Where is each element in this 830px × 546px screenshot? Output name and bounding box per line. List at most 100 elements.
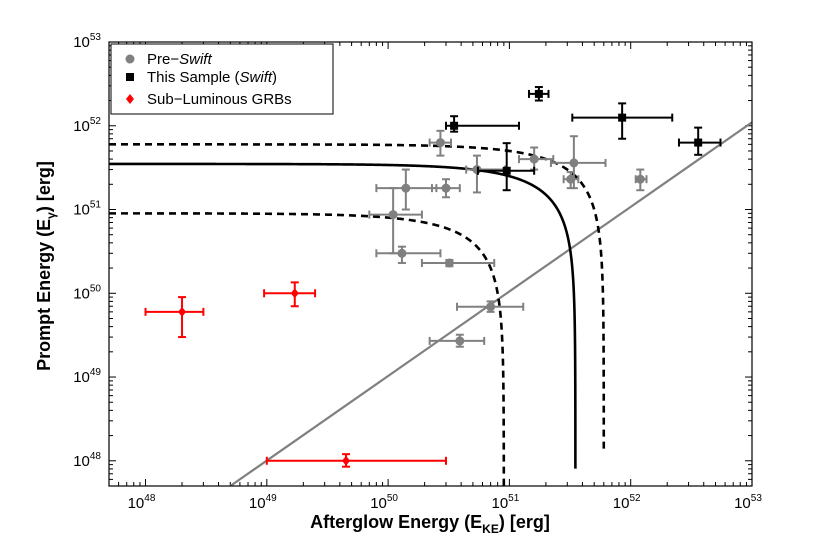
marker-diamond bbox=[178, 306, 187, 317]
legend-pre-swift-emph: Swift bbox=[179, 51, 212, 68]
marker-circle bbox=[569, 158, 579, 168]
this-sample-point bbox=[677, 126, 722, 156]
marker-circle bbox=[486, 302, 496, 312]
marker-square bbox=[502, 166, 511, 175]
total-energy-curve-dashed bbox=[109, 212, 506, 486]
legend-label-sub-luminous: Sub−Luminous GRBs bbox=[147, 91, 292, 108]
legend-this-sample-suffix: ) bbox=[272, 69, 277, 86]
x-tick-label: 1049 bbox=[249, 493, 277, 512]
x-tick-label-base: 10 bbox=[128, 495, 145, 512]
sub-luminous-point bbox=[263, 281, 317, 308]
y-tick-label-base: 10 bbox=[73, 118, 90, 135]
y-tick-label: 1048 bbox=[73, 451, 101, 470]
marker-diamond bbox=[342, 455, 351, 466]
x-tick-label-base: 10 bbox=[491, 495, 508, 512]
x-axis-title-sub: KE bbox=[482, 522, 499, 536]
legend-marker-sub-luminous bbox=[126, 94, 134, 104]
pre-swift-point bbox=[375, 168, 438, 211]
y-tick-label-exp: 49 bbox=[90, 367, 102, 378]
sub-luminous-point bbox=[265, 453, 447, 468]
this-sample-point bbox=[527, 86, 550, 102]
y-tick-label-exp: 48 bbox=[90, 451, 102, 462]
this-sample-point bbox=[476, 142, 536, 192]
y-axis-title-sub: γ bbox=[44, 212, 58, 219]
pre-swift-point bbox=[430, 178, 461, 199]
y-tick-label: 1052 bbox=[73, 116, 101, 135]
y-tick-label: 1049 bbox=[73, 367, 101, 386]
x-tick-label-exp: 50 bbox=[387, 493, 399, 504]
marker-square bbox=[534, 89, 543, 98]
legend-box bbox=[110, 43, 334, 115]
tick-labels-layer: 1048 1049 1050 1051 1052 10531048104910501051… bbox=[73, 32, 762, 512]
x-tick-label-base: 10 bbox=[734, 495, 751, 512]
y-tick-label-base: 10 bbox=[73, 369, 90, 386]
pre-swift-point bbox=[518, 146, 555, 171]
pre-swift-point bbox=[428, 333, 486, 348]
legend-marker-this-sample bbox=[126, 73, 134, 81]
pre-swift-point bbox=[634, 168, 648, 192]
y-tick-label-exp: 50 bbox=[90, 283, 102, 294]
y-axis-title-main: Prompt Energy (E bbox=[34, 219, 54, 371]
legend-this-sample-prefix: This Sample ( bbox=[147, 69, 240, 86]
pre-swift-point bbox=[562, 171, 580, 190]
y-axis-title: Prompt Energy (Eγ) [erg] bbox=[34, 161, 58, 371]
x-tick-label-base: 10 bbox=[249, 495, 266, 512]
legend-label-this-sample: This Sample (Swift) bbox=[147, 69, 277, 86]
x-tick-label-base: 10 bbox=[613, 495, 630, 512]
total-energy-curve-dashed bbox=[109, 143, 606, 450]
marker-square bbox=[450, 121, 459, 130]
x-tick-label-exp: 52 bbox=[629, 493, 641, 504]
x-tick-label: 1053 bbox=[734, 493, 762, 512]
y-tick-label-exp: 53 bbox=[90, 32, 102, 43]
plot-frame bbox=[108, 41, 753, 487]
x-tick-label-exp: 51 bbox=[508, 493, 520, 504]
marker-circle bbox=[435, 138, 445, 148]
plot-area bbox=[109, 42, 752, 486]
marker-circle bbox=[441, 183, 451, 193]
pre-swift-point bbox=[428, 129, 453, 157]
x-axis-title-main: Afterglow Energy (E bbox=[310, 512, 482, 532]
points-layer bbox=[144, 86, 722, 468]
legend: Pre−Swift This Sample (Swift) Sub−Lumino… bbox=[110, 43, 334, 115]
sub-luminous-point bbox=[144, 296, 205, 339]
total-energy-curve-solid bbox=[109, 162, 577, 469]
x-tick-label-base: 10 bbox=[370, 495, 387, 512]
x-tick-label: 1052 bbox=[613, 493, 641, 512]
x-axis-title-tail: ) [erg] bbox=[499, 512, 550, 532]
x-tick-label: 1050 bbox=[370, 493, 398, 512]
marker-circle bbox=[388, 210, 398, 220]
y-tick-label-base: 10 bbox=[73, 34, 90, 51]
y-tick-label: 1050 bbox=[73, 283, 101, 302]
y-tick-label: 1051 bbox=[73, 200, 101, 219]
x-axis-title: Afterglow Energy (EKE) [erg] bbox=[310, 512, 550, 536]
legend-marker-pre-swift bbox=[125, 54, 135, 64]
marker-diamond bbox=[290, 288, 299, 299]
legend-this-sample-emph: Swift bbox=[240, 69, 273, 86]
marker-square bbox=[618, 113, 627, 122]
y-tick-label: 1053 bbox=[73, 32, 101, 51]
x-tick-label: 1051 bbox=[491, 493, 519, 512]
marker-circle bbox=[566, 174, 576, 184]
y-tick-label-exp: 51 bbox=[90, 200, 102, 211]
marker-square bbox=[694, 138, 703, 147]
y-tick-label-base: 10 bbox=[73, 202, 90, 219]
this-sample-point bbox=[444, 115, 521, 133]
pre-swift-point bbox=[368, 187, 423, 255]
marker-circle bbox=[455, 336, 465, 346]
y-tick-label-exp: 52 bbox=[90, 116, 102, 127]
x-tick-label-exp: 53 bbox=[751, 493, 763, 504]
pre-swift-point bbox=[375, 245, 442, 264]
x-tick-label-exp: 48 bbox=[144, 493, 156, 504]
marker-circle bbox=[397, 248, 407, 258]
pre-swift-point bbox=[456, 300, 525, 313]
y-axis-title-tail: ) [erg] bbox=[34, 161, 54, 212]
y-tick-label-base: 10 bbox=[73, 285, 90, 302]
marker-circle bbox=[635, 174, 645, 184]
y-tick-label-base: 10 bbox=[73, 453, 90, 470]
marker-circle bbox=[529, 154, 539, 164]
this-sample-point bbox=[571, 102, 674, 140]
legend-pre-swift-prefix: Pre− bbox=[147, 51, 179, 68]
pre-swift-point bbox=[420, 258, 496, 268]
marker-circle bbox=[401, 183, 411, 193]
